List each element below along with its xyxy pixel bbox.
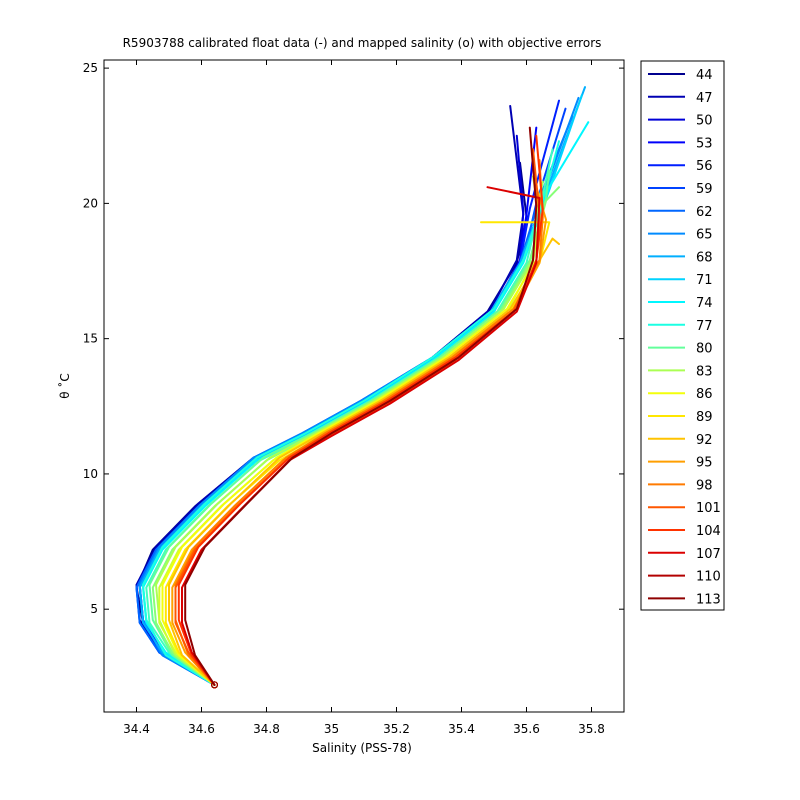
legend-label: 83: [696, 364, 713, 379]
y-tick-label: 15: [83, 332, 98, 346]
x-axis-ticks: 34.4 34.6 34.8 35 35.2 35.4 35.6 35.8: [123, 60, 605, 736]
legend-label: 107: [696, 547, 721, 562]
legend-label: 65: [696, 228, 713, 243]
legend-label: 77: [696, 319, 713, 334]
x-axis-label: Salinity (PSS-78): [312, 741, 412, 755]
series-line: [181, 186, 541, 686]
legend-label: 59: [696, 182, 713, 197]
y-tick-label: 10: [83, 467, 98, 481]
legend-label: 50: [696, 114, 713, 129]
series-layer: [135, 86, 590, 689]
legend-label: 47: [696, 91, 713, 106]
y-tick-label: 25: [83, 61, 98, 75]
y-tick-label: 20: [83, 196, 98, 210]
legend-label: 95: [696, 456, 713, 471]
legend-label: 53: [696, 136, 713, 151]
x-tick-label: 35.4: [448, 722, 475, 736]
legend-entries: 44 47 50 53 56 59 62 65 68 71 74 77 80 83 86 89 92 95 98 10…: [648, 68, 721, 607]
y-axis-label: θ ˚C: [57, 373, 72, 399]
x-tick-label: 35.8: [578, 722, 605, 736]
x-tick-label: 34.8: [253, 722, 280, 736]
x-tick-label: 35.6: [513, 722, 540, 736]
chart-title: R5903788 calibrated float data (-) and m…: [123, 36, 602, 50]
legend-label: 92: [696, 433, 713, 448]
legend-label: 68: [696, 250, 713, 265]
x-tick-label: 34.4: [123, 722, 150, 736]
series-line: [148, 169, 551, 686]
legend-label: 71: [696, 273, 713, 288]
y-tick-label: 5: [90, 602, 98, 616]
legend-label: 74: [696, 296, 713, 311]
legend-label: 113: [696, 592, 721, 607]
x-tick-label: 35.2: [383, 722, 410, 736]
x-tick-label: 34.6: [188, 722, 215, 736]
legend-label: 98: [696, 478, 713, 493]
legend-label: 104: [696, 524, 721, 539]
series-line: [177, 134, 544, 686]
series-line: [184, 126, 538, 686]
legend: 44 47 50 53 56 59 62 65 68 71 74 77 80 83 86 89 92 95 98 10…: [640, 60, 725, 611]
x-tick-label: 35: [324, 722, 339, 736]
legend-box: [640, 60, 725, 611]
series-line: [161, 167, 544, 686]
y-axis-ticks: 5 10 15 20 25: [83, 61, 624, 616]
legend-label: 56: [696, 159, 713, 174]
legend-label: 80: [696, 342, 713, 357]
legend-label: 44: [696, 68, 713, 83]
legend-label: 101: [696, 501, 721, 516]
legend-label: 86: [696, 387, 713, 402]
plot-area: 34.4 34.6 34.8 35 35.2 35.4 35.6 35.8 5 10 15 20 25: [83, 59, 625, 736]
legend-label: 89: [696, 410, 713, 425]
series-line: [142, 140, 560, 686]
legend-label: 62: [696, 205, 713, 220]
plot-frame: [103, 59, 625, 713]
legend-label: 110: [696, 570, 721, 585]
mapped-salinity-point: [211, 681, 218, 689]
